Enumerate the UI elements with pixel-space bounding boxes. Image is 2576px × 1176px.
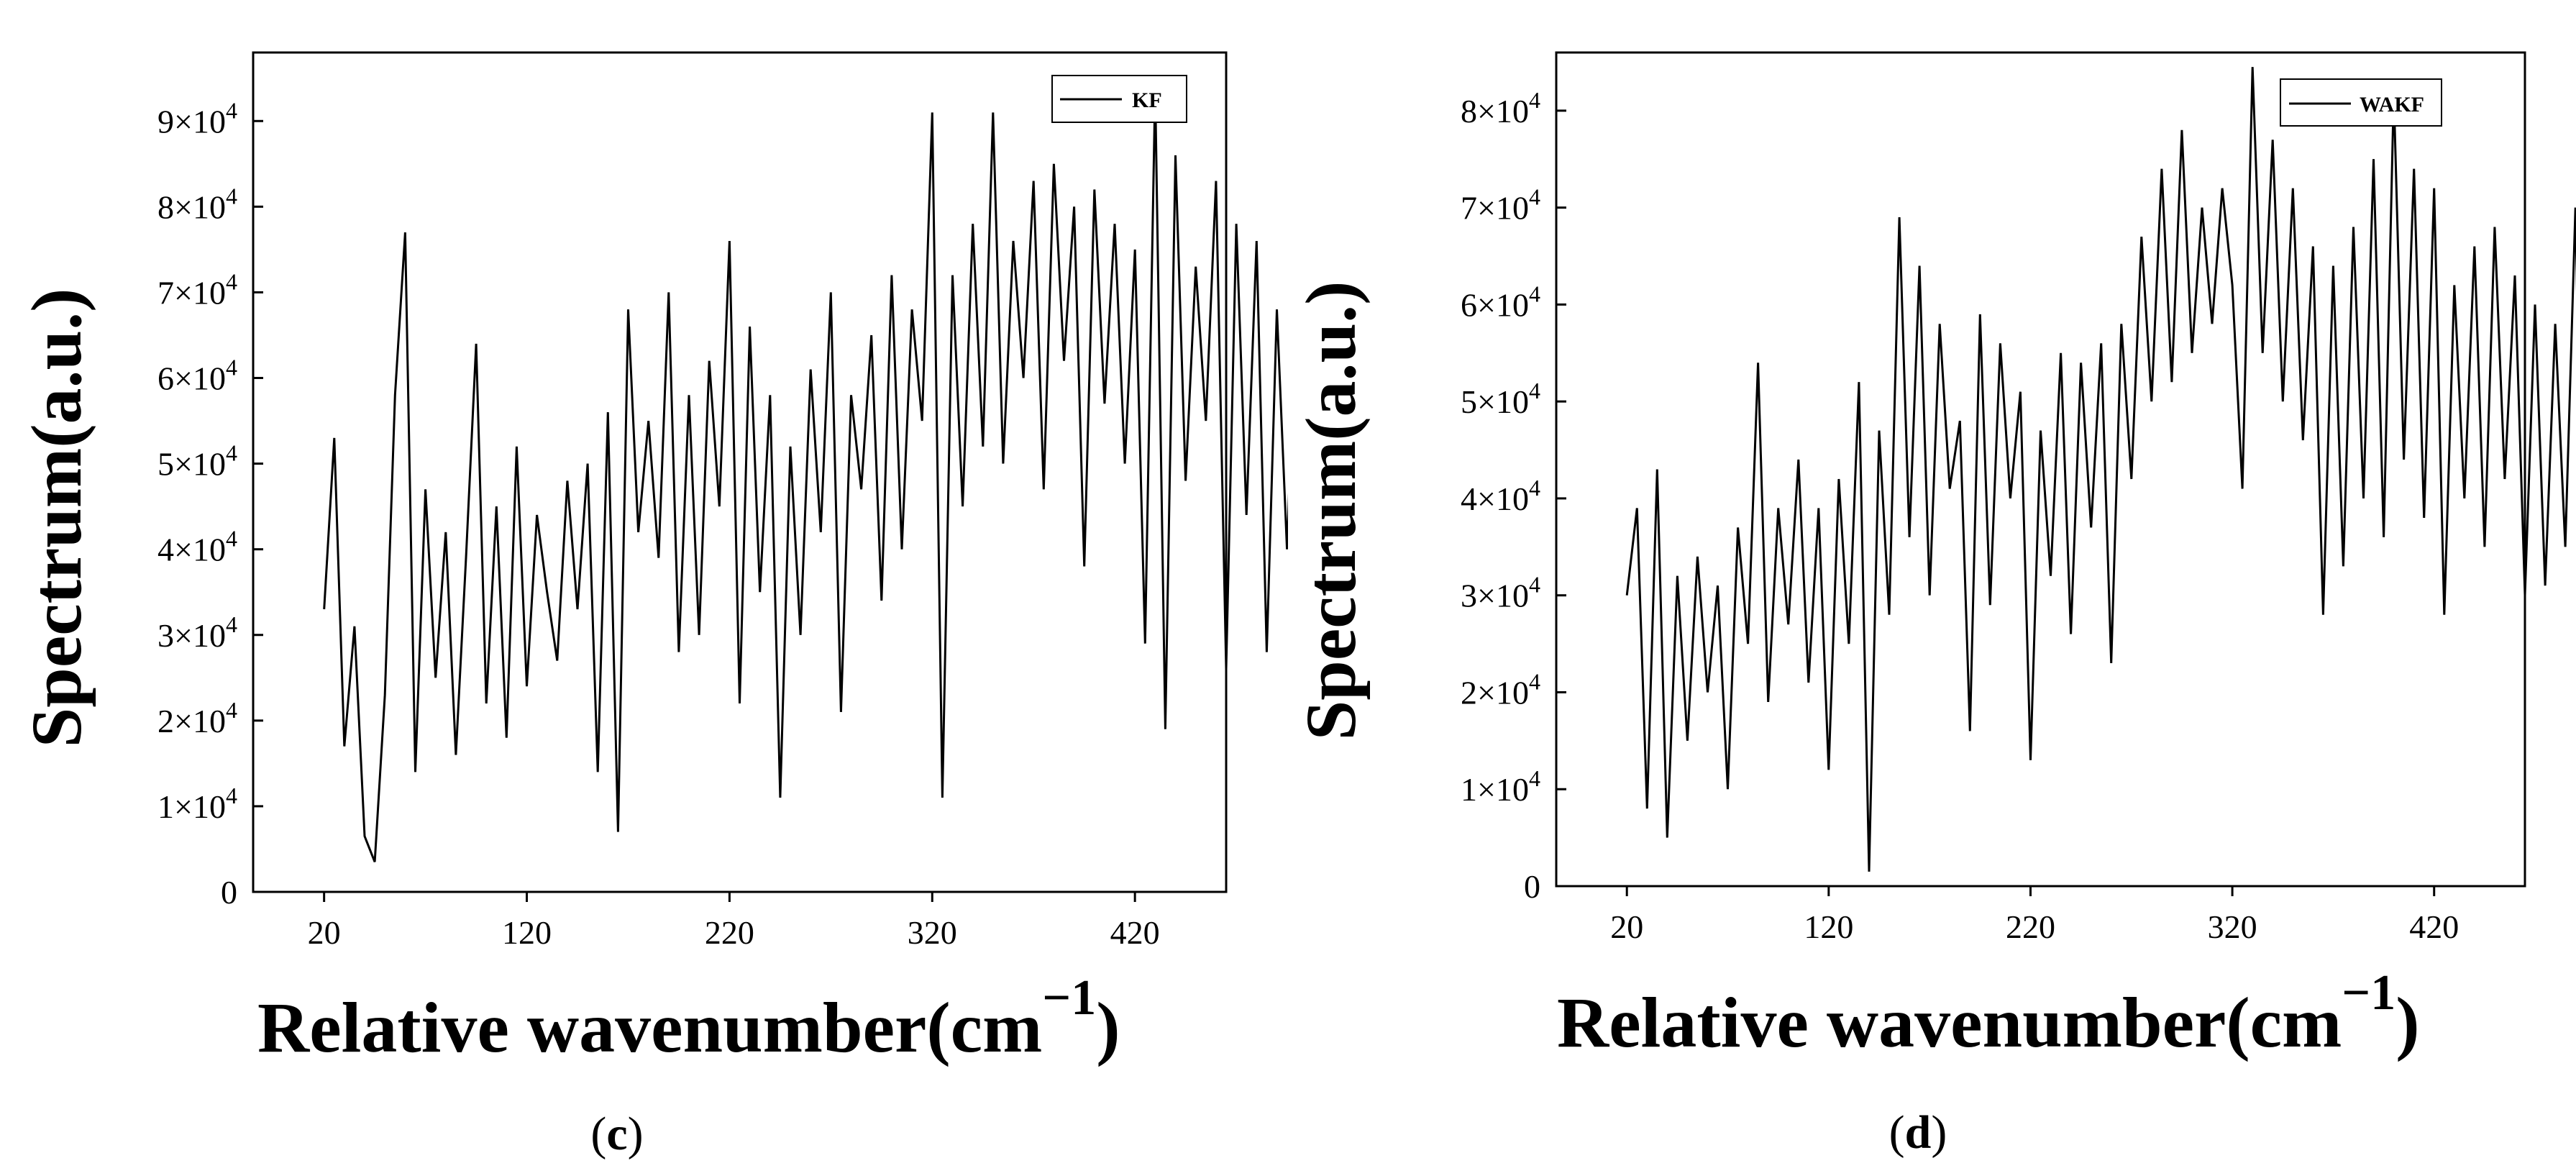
y-axis-label-d: Spectrum(a.u.) (1291, 281, 1371, 741)
ytick-label-c-4: 4×104 (157, 526, 237, 568)
xtick-label-c-2: 220 (705, 914, 754, 951)
ytick-label-c-3: 3×104 (157, 611, 237, 654)
x-axis-label-sup-d: −1 (2342, 965, 2395, 1021)
ytick-labels-c: 0 1×104 2×104 3×104 4×104 5×104 6×104 7×104 8×10… (157, 97, 237, 911)
ytick-label-d-6: 6×104 (1461, 281, 1540, 323)
y-axis-label-c: Spectrum(a.u.) (17, 288, 96, 748)
caption-close-c: ) (628, 1108, 644, 1160)
chart-panel-d: 0 1×104 2×104 3×104 4×104 5×104 6×104 7×104 8×10… (1288, 0, 2576, 1176)
panel-caption-c: (c) (590, 1108, 643, 1160)
plot-frame-d (1555, 51, 2526, 888)
ytick-label-d-1: 1×104 (1461, 765, 1540, 808)
ytick-label-c-7: 7×104 (157, 268, 237, 311)
legend-d: WAKF (2280, 78, 2442, 127)
chart-svg-c: 0 1×104 2×104 3×104 4×104 5×104 6×104 7×104 8×10… (17, 51, 1288, 1160)
plot-frame-c (252, 51, 1228, 893)
xtick-label-c-0: 20 (308, 914, 341, 951)
x-axis-label-sup-c: −1 (1042, 970, 1096, 1026)
ytick-label-c-5: 5×104 (157, 440, 237, 483)
ytick-label-d-7: 7×104 (1461, 184, 1540, 227)
ticks-c (253, 119, 1136, 902)
ytick-label-c-0: 0 (221, 874, 237, 911)
series-layer-c (323, 86, 1288, 862)
chart-panel-c: 0 1×104 2×104 3×104 4×104 5×104 6×104 7×104 8×10… (17, 51, 1288, 1160)
ytick-label-c-1: 1×104 (157, 783, 237, 825)
ytick-labels-d: 0 1×104 2×104 3×104 4×104 5×104 6×104 7×104 8×10… (1461, 87, 1540, 905)
xtick-labels-d: 20 120 220 320 420 (1610, 908, 2459, 945)
xtick-label-d-4: 420 (2409, 908, 2459, 945)
caption-letter-c: c (606, 1108, 627, 1160)
xtick-labels-c: 20 120 220 320 420 (308, 914, 1160, 951)
caption-close-d: ) (1931, 1106, 1947, 1159)
x-axis-label-c: Relative wavenumber(cm−1) (257, 970, 1120, 1067)
ytick-label-d-5: 5×104 (1461, 378, 1540, 420)
xtick-label-c-1: 120 (502, 914, 552, 951)
plot-area-d (1555, 51, 2526, 888)
plot-area-c (252, 51, 1228, 893)
panel-caption-d: (d) (1889, 1106, 1947, 1159)
ytick-label-c-8: 8×104 (157, 183, 237, 225)
legend-c: KF (1051, 75, 1187, 123)
x-axis-label-d: Relative wavenumber(cm−1) (1557, 965, 2420, 1062)
caption-open-d: ( (1889, 1106, 1905, 1159)
xtick-label-d-2: 220 (2006, 908, 2055, 945)
legend-label-c: KF (1132, 88, 1162, 112)
ytick-label-d-8: 8×104 (1461, 87, 1540, 129)
xtick-label-c-3: 320 (908, 914, 957, 951)
xtick-label-c-4: 420 (1110, 914, 1160, 951)
ticks-d (1556, 109, 2436, 896)
x-axis-label-close-c: ) (1096, 988, 1120, 1067)
chart-svg-d: 0 1×104 2×104 3×104 4×104 5×104 6×104 7×104 8×10… (1291, 51, 2576, 1159)
ytick-label-c-9: 9×104 (157, 97, 237, 140)
ytick-label-d-4: 4×104 (1461, 475, 1540, 517)
ytick-label-c-2: 2×104 (157, 697, 237, 739)
x-axis-label-close-d: ) (2395, 983, 2419, 1062)
legend-label-d: WAKF (2360, 93, 2424, 117)
series-line-d-wakf (1625, 67, 2576, 872)
ytick-label-c-6: 6×104 (157, 355, 237, 397)
x-axis-label-text-d: Relative wavenumber(cm (1557, 983, 2342, 1062)
caption-open-c: ( (590, 1108, 606, 1160)
xtick-label-d-3: 320 (2208, 908, 2257, 945)
x-axis-label-text-c: Relative wavenumber(cm (257, 988, 1042, 1067)
series-layer-d (1625, 67, 2576, 872)
ytick-label-d-3: 3×104 (1461, 572, 1540, 614)
xtick-label-d-0: 20 (1610, 908, 1643, 945)
caption-letter-d: d (1905, 1106, 1932, 1159)
ytick-label-d-0: 0 (1524, 868, 1540, 905)
xtick-label-d-1: 120 (1804, 908, 1853, 945)
ytick-label-d-2: 2×104 (1461, 668, 1540, 711)
series-line-c-kf (323, 86, 1288, 862)
